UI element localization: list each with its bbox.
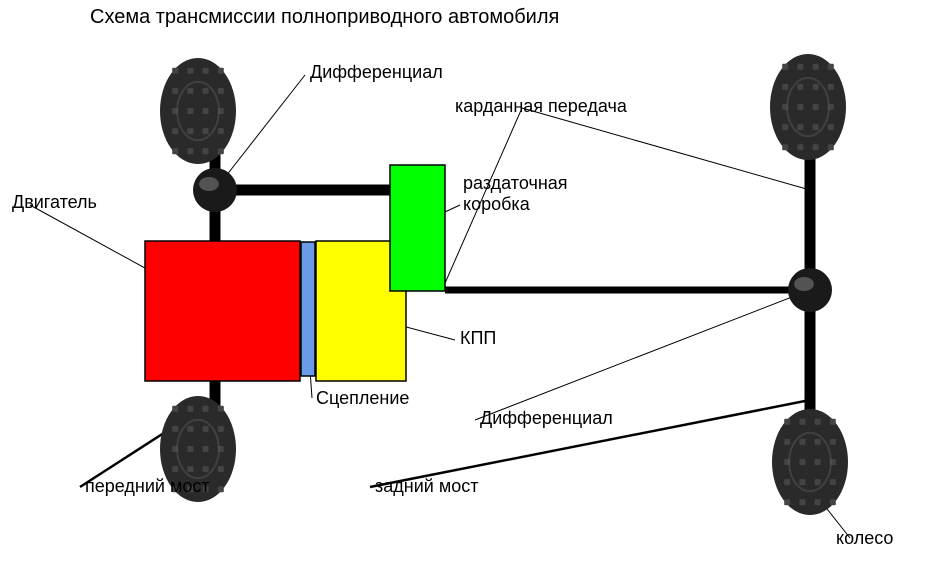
label-differential-front: Дифференциал [310, 62, 443, 83]
differential-front [193, 168, 237, 212]
label-differential-rear: Дифференциал [480, 408, 613, 429]
label-front-axle: передний мост [85, 476, 210, 497]
transfer-case-block [390, 165, 445, 291]
label-gearbox: КПП [460, 328, 496, 349]
diagram-title: Схема трансмиссии полноприводного автомо… [90, 6, 559, 29]
label-transfer-case-l1: раздаточная [463, 173, 568, 193]
leader-line [475, 290, 810, 420]
wheel [770, 54, 846, 160]
label-clutch: Сцепление [316, 388, 409, 409]
label-engine: Двигатель [12, 192, 97, 213]
label-driveshaft: карданная передача [455, 96, 627, 117]
label-transfer-case-l2: коробка [463, 194, 530, 214]
label-transfer-case: раздаточная коробка [463, 173, 568, 215]
engine-block [145, 241, 300, 381]
label-rear-axle: задний мост [375, 476, 478, 497]
wheel [160, 58, 236, 164]
clutch-block [301, 242, 315, 376]
differential-rear [788, 268, 832, 312]
label-wheel: колесо [836, 528, 893, 549]
wheel [772, 409, 848, 515]
